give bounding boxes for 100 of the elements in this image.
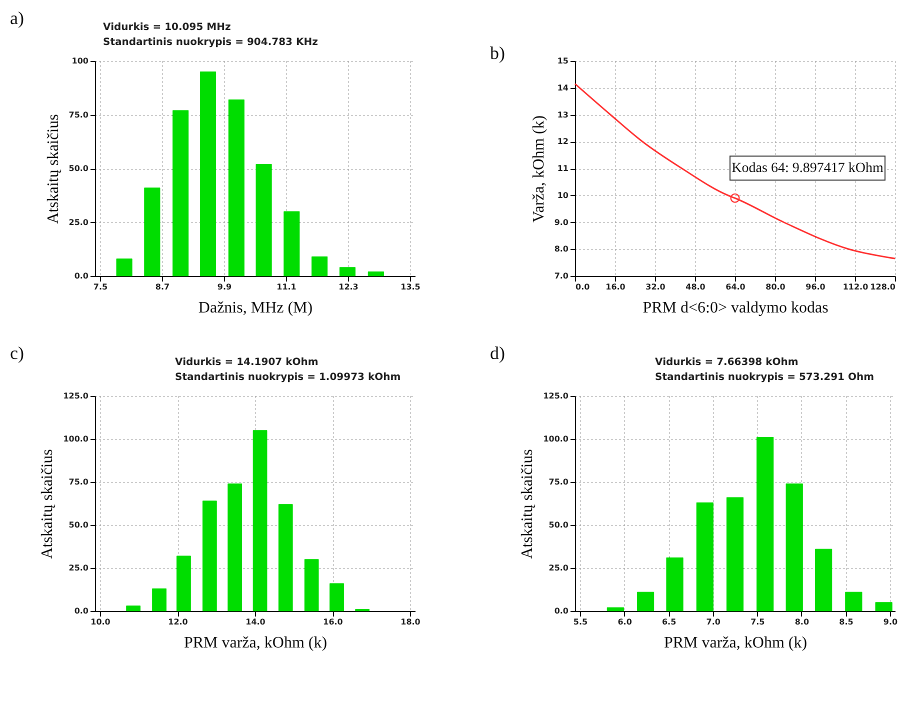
x-tick-label: 6.0 [618, 618, 632, 626]
text: Vidurkis = 10.095 MHz [103, 22, 231, 33]
x-tick-label: 13.5 [400, 282, 421, 292]
x-tick-label: 7.0 [706, 618, 721, 626]
x-tick-label: 5.5 [573, 618, 588, 626]
x-tick-label: 9.9 [217, 282, 232, 292]
y-tick-label: 7.0 [554, 272, 569, 280]
y-tick-label: 8.0 [554, 244, 569, 254]
x-tick-label: 8.5 [839, 618, 854, 626]
bar [330, 583, 344, 612]
y-tick-label: 12 [557, 137, 568, 146]
bar [152, 588, 166, 612]
bar [304, 559, 319, 612]
x-tick-label: 8.0 [794, 618, 810, 626]
y-tick-label: 100.0 [63, 434, 89, 444]
y-tick-label: 25.0 [68, 218, 89, 227]
x-tick-label: 112.0 [842, 282, 869, 292]
bar [144, 188, 160, 276]
x-tick-label: 0.0 [576, 282, 590, 292]
text: Vidurkis = 7.66398 kOhm [655, 357, 798, 368]
x-tick-label: 14.0 [246, 618, 266, 626]
bar [256, 164, 272, 276]
bar [252, 430, 268, 612]
bar [786, 483, 803, 612]
bar [200, 72, 216, 276]
y-tick-label: 0.0 [74, 272, 89, 280]
text: Standartinis nuokrypis = 573.291 Ohm [655, 372, 874, 383]
y-tick-label: 75.0 [548, 478, 569, 486]
x-tick-label: 80.0 [766, 282, 786, 292]
y-tick-label: 100 [72, 56, 89, 66]
y-axis-title: Atskaitų skaičius [44, 114, 62, 224]
x-axis-title: Dažnis, MHz (M) [198, 300, 313, 316]
bar [726, 497, 744, 612]
y-axis-title: Atskaitų skaičius [39, 449, 56, 559]
x-tick-label: 16.0 [606, 282, 626, 292]
x-axis-title: PRM d<6:0> valdymo kodas [642, 300, 828, 316]
bar [202, 500, 217, 612]
bar [696, 502, 714, 612]
bar [606, 607, 624, 612]
y-tick-label: 0.0 [74, 606, 89, 616]
y-tick-label: 25.0 [548, 564, 569, 572]
text: Vidurkis = 14.1907 kOhm [175, 357, 318, 368]
x-axis-title: PRM varža, kOhm (k) [664, 634, 808, 652]
y-tick-label: 50.0 [68, 164, 89, 173]
bar [126, 606, 141, 612]
x-tick-label: 12.0 [168, 618, 188, 626]
y-axis-title: Atskaitų skaičius [519, 449, 536, 559]
chart-title: b) [490, 43, 505, 63]
y-tick-label: 9.0 [554, 218, 569, 227]
bar [368, 271, 384, 276]
bar [875, 602, 892, 612]
y-tick-label: 100.0 [543, 434, 569, 444]
x-tick-label: 64.0 [726, 282, 746, 292]
y-tick-label: 13 [557, 110, 568, 120]
y-tick-label: 15 [557, 56, 569, 66]
y-tick-label: 0.0 [554, 606, 569, 616]
x-tick-label: 10.0 [90, 618, 111, 626]
chart-title: a) [10, 8, 24, 28]
x-tick-label: 18.0 [400, 618, 421, 626]
bar [636, 592, 654, 612]
x-tick-label: 6.5 [662, 618, 677, 626]
chart-title: c) [10, 343, 24, 363]
y-tick-label: 14 [557, 83, 569, 92]
text: Standartinis nuokrypis = 1.09973 kOhm [175, 372, 401, 383]
x-tick-label: 9.0 [883, 618, 898, 626]
bar [756, 437, 774, 612]
y-axis-title: Varža, kOhm (k) [530, 115, 548, 223]
x-tick-label: 16.0 [323, 618, 344, 626]
y-tick-label: 11 [557, 164, 569, 173]
bar [278, 504, 293, 612]
x-tick-label: 32.0 [646, 282, 666, 292]
x-tick-label: 128.0 [870, 282, 896, 292]
annotation: Kodas 64: 9.897417 kOhm [732, 161, 884, 176]
y-tick-label: 125.0 [543, 392, 569, 400]
x-tick-label: 12.3 [338, 282, 358, 292]
bar [815, 548, 832, 612]
y-tick-label: 50.0 [548, 520, 569, 530]
y-tick-label: 25.0 [68, 564, 89, 572]
x-tick-label: 11.1 [276, 282, 297, 292]
y-tick-label: 75.0 [68, 478, 89, 486]
y-tick-label: 10 [557, 190, 569, 200]
x-tick-label: 96.0 [806, 282, 826, 292]
bar [228, 483, 242, 612]
x-axis-title: PRM varža, kOhm (k) [184, 634, 328, 652]
y-tick-label: 75.0 [68, 110, 89, 120]
x-tick-label: 48.0 [686, 282, 706, 292]
bar [845, 592, 862, 612]
text: Standartinis nuokrypis = 904.783 KHz [103, 37, 318, 48]
x-tick-label: 8.7 [155, 282, 170, 292]
bar [116, 258, 132, 276]
y-tick-label: 50.0 [68, 520, 89, 530]
chart-title: d) [490, 343, 505, 363]
y-tick-label: 125.0 [63, 392, 89, 400]
bar [666, 557, 684, 612]
bar [172, 110, 189, 276]
bar [228, 99, 244, 276]
bar [312, 256, 328, 276]
x-tick-label: 7.5 [93, 282, 108, 292]
bar [176, 556, 191, 612]
bar [284, 211, 300, 276]
